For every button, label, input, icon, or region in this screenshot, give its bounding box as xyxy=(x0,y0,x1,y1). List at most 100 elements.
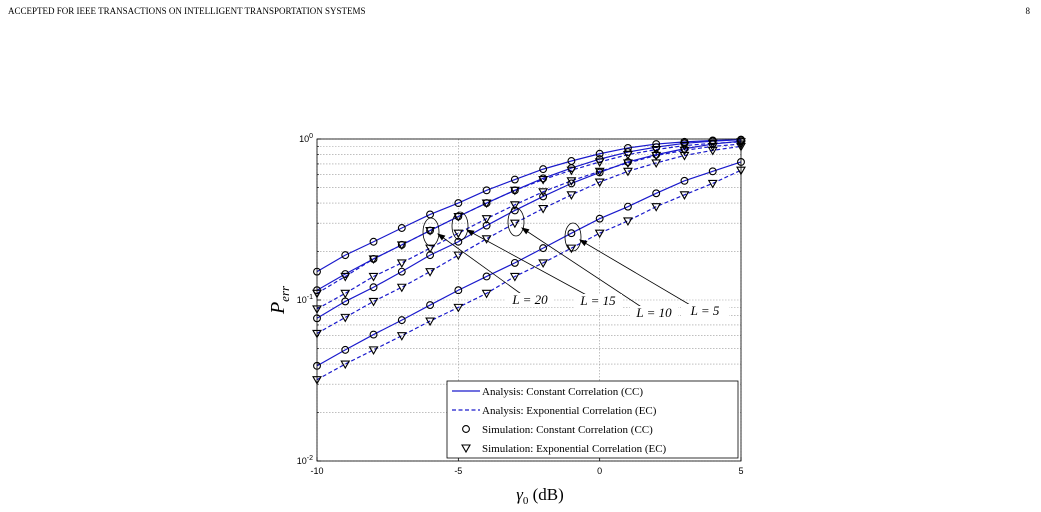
running-header: ACCEPTED FOR IEEE TRANSACTIONS ON INTELL… xyxy=(8,6,366,16)
cc-simulation-marker xyxy=(454,199,463,208)
cc-simulation-marker xyxy=(369,330,378,339)
cc-simulation-marker xyxy=(652,150,661,159)
cc-simulation-marker xyxy=(652,140,661,149)
legend-label: Simulation: Constant Correlation (CC) xyxy=(482,424,653,436)
annotation-ellipse xyxy=(507,207,525,237)
ec-simulation-marker xyxy=(651,203,662,212)
ec-simulation-marker xyxy=(453,229,464,239)
y-tick-base: 10 xyxy=(297,295,307,305)
arrow-head xyxy=(578,239,588,247)
ec-simulation-marker xyxy=(594,167,605,177)
ec-simulation-marker xyxy=(396,259,407,269)
arrow-head xyxy=(437,233,446,241)
cc-simulation-marker xyxy=(369,283,378,292)
x-tick-label: 5 xyxy=(738,466,743,476)
cc-simulation-marker xyxy=(454,237,463,246)
cc-simulation-marker xyxy=(369,237,378,246)
cc-simulation-marker xyxy=(539,174,548,183)
arrow-head xyxy=(465,229,475,236)
x-axis-label: γ0 (dB) xyxy=(516,485,564,507)
cc-analysis-line xyxy=(316,140,742,319)
cc-simulation-marker xyxy=(567,229,576,238)
ec-simulation-marker xyxy=(396,283,407,293)
y-tick-label: 10-2 xyxy=(297,455,313,466)
cc-simulation-marker xyxy=(426,301,435,310)
cc-simulation-marker xyxy=(652,189,661,198)
annotation-ellipse xyxy=(422,217,440,247)
cc-simulation-marker xyxy=(567,164,576,173)
annotation-ellipse xyxy=(451,211,469,241)
ec-simulation-marker xyxy=(622,159,633,169)
ec-simulation-marker xyxy=(651,151,662,161)
ec-simulation-marker xyxy=(566,191,577,200)
ec-simulation-marker xyxy=(707,146,718,156)
ec-simulation-marker xyxy=(509,272,520,282)
cc-simulation-marker xyxy=(539,192,548,201)
annotation-bg xyxy=(630,306,678,320)
plot-frame xyxy=(316,138,742,462)
cc-simulation-marker xyxy=(652,143,661,152)
ec-analysis-line xyxy=(316,169,742,381)
cc-simulation-marker xyxy=(397,316,406,325)
legend-marker xyxy=(461,444,471,454)
ec-simulation-marker xyxy=(622,167,633,177)
ec-simulation-marker xyxy=(538,204,549,214)
ec-simulation-marker xyxy=(594,178,605,188)
ec-simulation-marker xyxy=(340,360,351,370)
annotation-arrow xyxy=(579,239,698,310)
legend-marker xyxy=(462,425,470,433)
ec-simulation-marker xyxy=(453,251,464,261)
x-label-main: γ xyxy=(516,485,524,504)
ec-analysis-line xyxy=(316,143,742,310)
y-tick-base: 10 xyxy=(299,134,309,144)
y-tick-exp: -2 xyxy=(307,455,313,462)
y-tick-label: 100 xyxy=(299,133,313,144)
y-label-main: P xyxy=(267,302,289,315)
ec-simulation-marker xyxy=(425,317,436,327)
ec-simulation-marker xyxy=(340,313,351,323)
ec-simulation-marker xyxy=(679,151,690,161)
ec-simulation-marker xyxy=(481,289,492,299)
cc-simulation-marker xyxy=(397,240,406,249)
cc-simulation-marker xyxy=(482,272,491,281)
y-tick-exp: 0 xyxy=(309,133,313,140)
legend-label: Simulation: Exponential Correlation (EC) xyxy=(482,443,667,455)
ec-simulation-marker xyxy=(538,175,549,185)
cc-simulation-marker xyxy=(341,251,350,260)
cc-simulation-marker xyxy=(623,158,632,166)
cc-analysis-line xyxy=(316,139,742,291)
ec-simulation-marker xyxy=(538,188,549,197)
annotation-arrow xyxy=(521,227,647,311)
curve-label: L = 20 xyxy=(511,292,548,307)
ec-simulation-marker xyxy=(509,219,520,229)
cc-simulation-marker xyxy=(482,221,491,230)
ec-simulation-marker xyxy=(368,346,379,355)
cc-simulation-marker xyxy=(567,179,576,188)
annotation-arrow xyxy=(466,229,593,299)
cc-simulation-marker xyxy=(708,167,717,176)
y-axis-label: Perr xyxy=(267,285,292,315)
ec-simulation-marker xyxy=(396,332,407,341)
cc-analysis-line xyxy=(316,161,742,367)
cc-simulation-marker xyxy=(595,214,604,223)
y-tick-label: 10-1 xyxy=(297,294,313,305)
cc-simulation-marker xyxy=(341,345,350,354)
cc-simulation-marker xyxy=(680,139,689,148)
ec-simulation-marker xyxy=(538,259,549,269)
ec-simulation-marker xyxy=(340,289,351,299)
cc-simulation-marker xyxy=(369,254,378,263)
legend-label: Analysis: Exponential Correlation (EC) xyxy=(482,405,657,417)
legend-label: Analysis: Constant Correlation (CC) xyxy=(482,386,643,398)
cc-simulation-marker xyxy=(623,202,632,211)
curve-label: L = 10 xyxy=(635,305,672,320)
cc-simulation-marker xyxy=(454,286,463,295)
curve-label: L = 5 xyxy=(690,303,720,318)
ec-simulation-marker xyxy=(622,217,633,226)
annotation-arrow xyxy=(437,233,525,297)
x-tick-label: -5 xyxy=(454,466,462,476)
cc-simulation-marker xyxy=(397,224,406,232)
cc-analysis-line xyxy=(316,139,742,273)
cc-simulation-marker xyxy=(341,270,350,278)
cc-simulation-marker xyxy=(510,258,519,267)
